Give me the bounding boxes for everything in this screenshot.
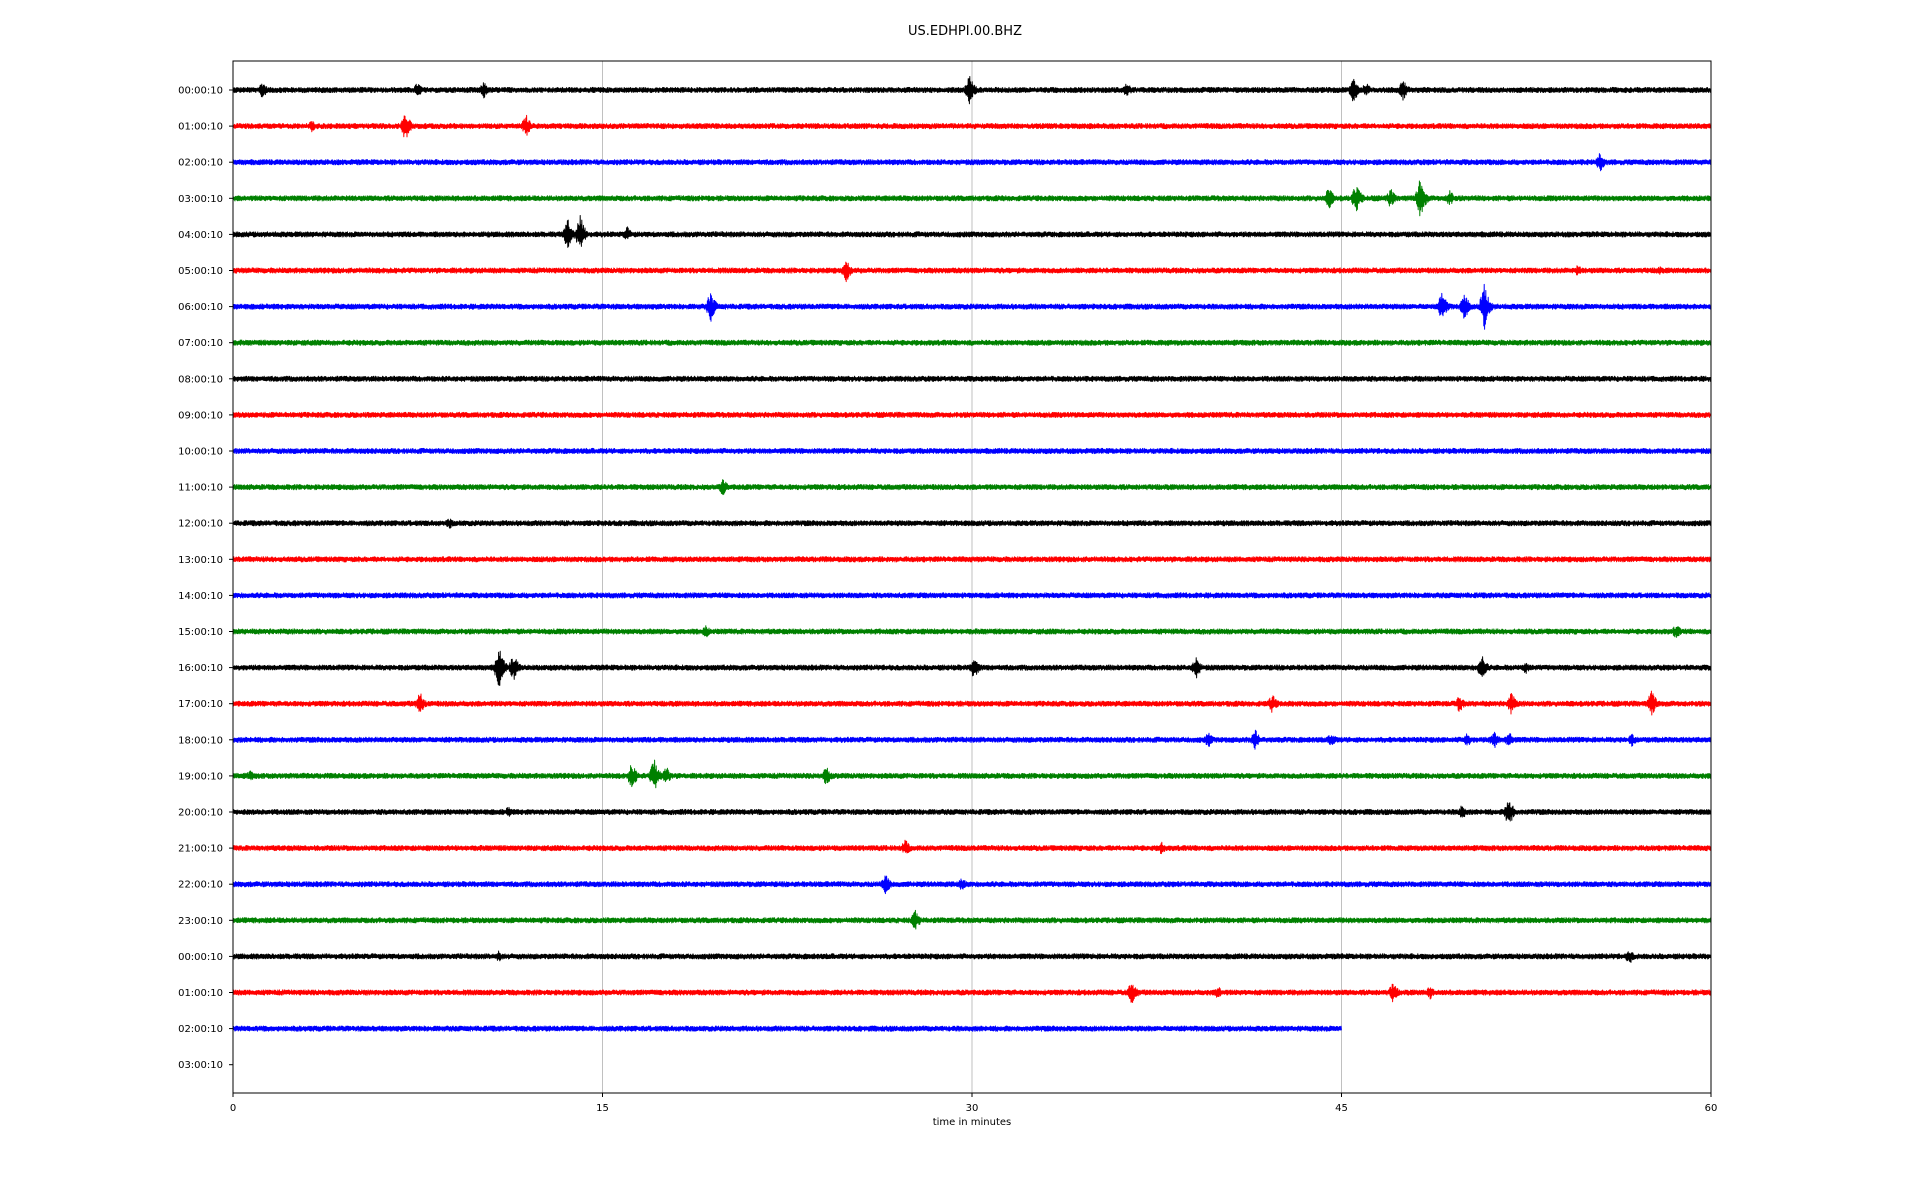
row-label: 01:00:10 [178,122,223,133]
trace-line [232,114,1712,138]
row-label: 11:00:10 [178,483,223,494]
row-label: 07:00:10 [178,338,223,349]
trace-line [232,950,1712,963]
trace-line [232,518,1712,529]
row-label: 13:00:10 [178,555,223,566]
row-label: 04:00:10 [178,230,223,241]
trace-line [232,215,1712,248]
row-label: 03:00:10 [178,1060,223,1071]
row-label: 23:00:10 [178,916,223,927]
trace-line [232,592,1712,599]
x-axis-ticks: 0 15 30 45 60 [230,1093,1718,1114]
chart-title: US.EDHPI.00.BHZ [908,24,1022,39]
row-label: 19:00:10 [178,771,223,782]
trace-line [232,261,1712,283]
vertical-gridlines [602,61,1342,1093]
trace-line [232,625,1712,638]
row-time-labels: 00:00:10 01:00:10 02:00:10 03:00:10 04:00:10… [178,86,233,1071]
row-label: 21:00:10 [178,844,223,855]
trace-line [232,76,1712,105]
trace-line [232,729,1712,750]
row-label: 18:00:10 [178,735,223,746]
x-tick-label: 0 [230,1103,236,1114]
traces [232,76,1712,1032]
trace-line [232,875,1712,895]
trace-line [232,1025,1342,1032]
row-label: 08:00:10 [178,374,223,385]
row-label: 17:00:10 [178,699,223,710]
trace-line [232,759,1712,789]
x-tick-label: 30 [966,1103,979,1114]
trace-line [232,283,1712,330]
trace-line [232,339,1712,346]
trace-line [232,153,1712,172]
x-tick-label: 15 [596,1103,609,1114]
row-label: 06:00:10 [178,302,223,313]
row-label: 09:00:10 [178,410,223,421]
row-label: 00:00:10 [178,952,223,963]
trace-line [232,650,1712,686]
row-label: 14:00:10 [178,591,223,602]
trace-line [232,479,1712,496]
row-label: 12:00:10 [178,519,223,530]
trace-line [232,411,1712,418]
row-label: 02:00:10 [178,1024,223,1035]
row-label: 00:00:10 [178,86,223,97]
x-tick-label: 45 [1335,1103,1348,1114]
trace-line [232,375,1712,382]
trace-line [232,839,1712,855]
trace-line [232,909,1712,930]
row-label: 05:00:10 [178,266,223,277]
trace-line [232,690,1712,716]
x-axis-label: time in minutes [933,1117,1012,1128]
trace-line [232,983,1712,1003]
trace-line [232,802,1712,822]
row-label: 02:00:10 [178,158,223,169]
row-label: 03:00:10 [178,194,223,205]
x-tick-label: 60 [1705,1103,1718,1114]
row-label: 01:00:10 [178,988,223,999]
trace-line [232,447,1712,455]
row-label: 15:00:10 [178,627,223,638]
row-label: 20:00:10 [178,808,223,819]
row-label: 16:00:10 [178,663,223,674]
row-label: 22:00:10 [178,880,223,891]
trace-line [232,556,1712,563]
row-label: 10:00:10 [178,447,223,458]
trace-line [232,180,1712,217]
